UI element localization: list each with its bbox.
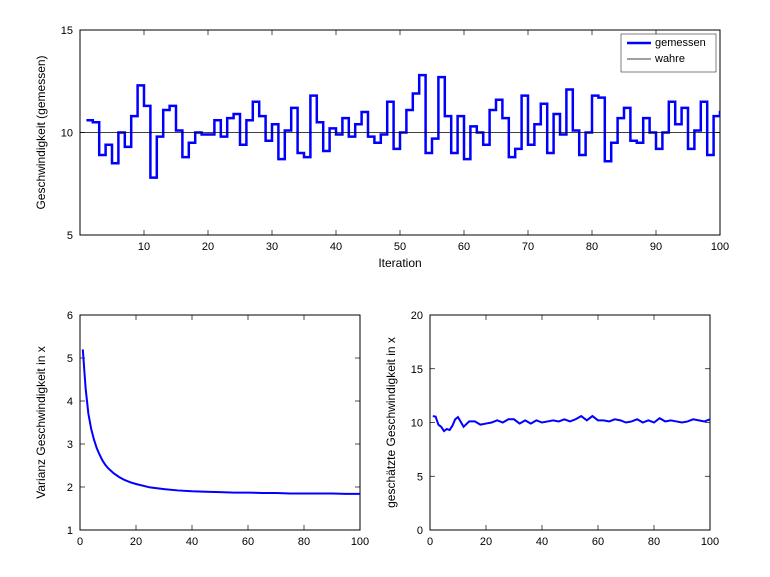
xlabel: Iteration <box>378 256 421 270</box>
xtick-label: 100 <box>711 241 729 253</box>
ytick-label: 0 <box>417 525 423 537</box>
top-chart: 10 20 30 40 50 60 70 80 90 100 5 10 15 Iteration Gesch… <box>30 20 730 275</box>
xtick-label: 80 <box>648 536 660 548</box>
bottom-right-chart: 0 20 40 60 80 100 0 5 10 15 20 geschätzte Geschwind… <box>380 305 720 560</box>
xtick-label: 0 <box>427 536 433 548</box>
xtick-label: 100 <box>701 536 719 548</box>
ytick-label: 15 <box>411 364 423 376</box>
ytick-label: 3 <box>67 439 73 451</box>
ylabel: geschätzte Geschwindigkeit in x <box>384 337 398 508</box>
ytick-label: 2 <box>67 482 73 494</box>
xtick-label: 80 <box>298 536 310 548</box>
xtick-label: 70 <box>522 241 534 253</box>
xtick-label: 30 <box>266 241 278 253</box>
xtick-label: 60 <box>592 536 604 548</box>
legend-label: gemessen <box>655 37 706 49</box>
xtick-label: 50 <box>394 241 406 253</box>
ylabel: Varianz Geschwindigkeit in x <box>34 346 48 499</box>
ytick-label: 5 <box>67 230 73 242</box>
xtick-label: 20 <box>130 536 142 548</box>
ytick-label: 4 <box>67 396 73 408</box>
ylabel: Geschwindigkeit (gemessen) <box>34 55 48 209</box>
xtick-label: 10 <box>138 241 150 253</box>
legend-label: wahre <box>654 53 685 65</box>
xtick-label: 40 <box>536 536 548 548</box>
xtick-label: 80 <box>586 241 598 253</box>
ytick-label: 6 <box>67 310 73 322</box>
bottom-left-chart: 0 20 40 60 80 100 1 2 3 4 5 6 Varianz Geschwindigkei… <box>30 305 370 560</box>
xtick-label: 40 <box>330 241 342 253</box>
xtick-label: 60 <box>458 241 470 253</box>
ytick-label: 10 <box>411 418 423 430</box>
ytick-label: 10 <box>61 128 73 140</box>
xtick-label: 0 <box>77 536 83 548</box>
ytick-label: 5 <box>417 471 423 483</box>
xtick-label: 60 <box>242 536 254 548</box>
ytick-label: 5 <box>67 353 73 365</box>
xtick-label: 100 <box>351 536 369 548</box>
xtick-label: 90 <box>650 241 662 253</box>
xtick-label: 20 <box>202 241 214 253</box>
xtick-label: 20 <box>480 536 492 548</box>
xtick-label: 40 <box>186 536 198 548</box>
legend: gemessen wahre <box>621 34 716 72</box>
ytick-label: 15 <box>61 25 73 37</box>
ytick-label: 20 <box>411 310 423 322</box>
ytick-label: 1 <box>67 525 73 537</box>
